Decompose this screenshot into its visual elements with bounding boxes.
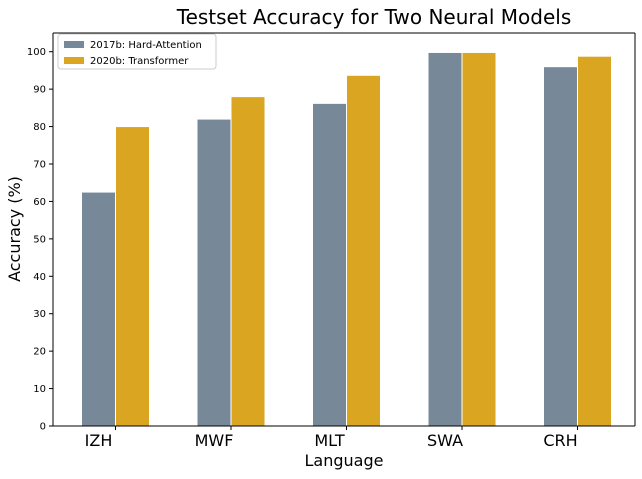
y-tick-label: 80 — [33, 122, 46, 133]
y-tick-label: 60 — [33, 197, 46, 208]
bar-izh-transformer — [115, 126, 150, 427]
y-tick-label: 100 — [27, 47, 46, 58]
bar-mlt-hard-attention — [312, 102, 347, 427]
bar-swa-transformer — [461, 51, 497, 427]
x-tick-label-izh: IZH — [85, 431, 113, 450]
y-tick-label: 30 — [33, 309, 46, 320]
bar-crh-hard-attention — [543, 66, 578, 427]
bar-swa-hard-attention — [427, 51, 463, 427]
y-tick-label: 10 — [33, 384, 46, 395]
x-tick-label-crh: CRH — [543, 431, 577, 450]
y-axis-label: Accuracy (%) — [5, 176, 24, 282]
y-tick-label: 90 — [33, 85, 46, 96]
plot-area: 0 10 20 30 40 50 60 70 80 90 100 IZH MWF MLT SWA CRH — [27, 32, 636, 450]
legend-box — [57, 33, 217, 70]
y-tick-label: 50 — [33, 234, 46, 245]
bar-izh-hard-attention — [81, 191, 116, 427]
x-tick-label-swa: SWA — [427, 431, 463, 450]
bar-mlt-transformer — [346, 74, 381, 427]
legend-label-hard-attention: 2017b: Hard-Attention — [90, 40, 202, 51]
y-tick-label: 40 — [33, 272, 46, 283]
legend-swatch-hard-attention — [64, 41, 84, 48]
bar-mwf-hard-attention — [196, 118, 232, 427]
bar-crh-transformer — [577, 55, 612, 427]
y-tick-label: 0 — [40, 422, 46, 433]
legend-swatch-transformer — [64, 57, 84, 64]
legend: 2017b: Hard-Attention 2020b: Transformer — [57, 33, 217, 70]
legend-label-transformer: 2020b: Transformer — [90, 56, 189, 67]
x-axis-label: Language — [305, 451, 384, 470]
bar-mwf-transformer — [230, 96, 266, 427]
y-tick-label: 70 — [33, 160, 46, 171]
x-tick-label-mwf: MWF — [195, 431, 234, 450]
y-tick-label: 20 — [33, 347, 46, 358]
chart-title: Testset Accuracy for Two Neural Models — [176, 5, 572, 29]
x-tick-label-mlt: MLT — [314, 431, 345, 450]
